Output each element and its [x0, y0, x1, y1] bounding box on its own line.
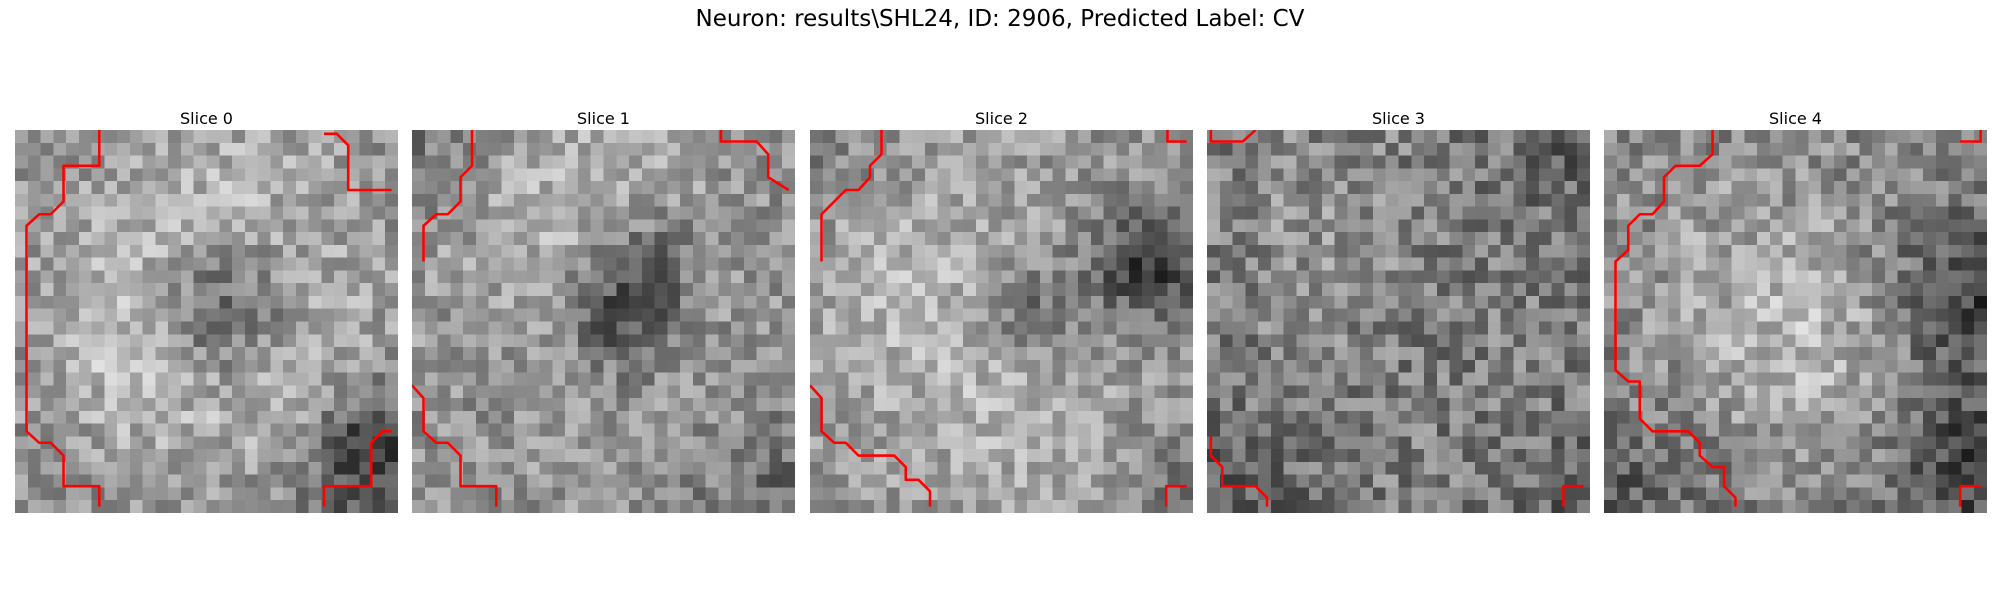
slice-panel-3: Slice 3: [1207, 108, 1590, 513]
slice-panel-4: Slice 4: [1604, 108, 1987, 513]
segmentation-contour: [1561, 484, 1584, 507]
segmentation-contour: [820, 130, 883, 262]
slice-image-2: [810, 130, 1193, 513]
segmentation-contour: [422, 130, 474, 262]
segmentation-contour: [810, 384, 932, 507]
slice-title: Slice 2: [975, 109, 1028, 128]
segmentation-contour: [323, 132, 392, 192]
slice-image-3: [1207, 130, 1590, 513]
segmentation-contour: [719, 130, 790, 192]
slice-panel-1: Slice 1: [412, 108, 795, 513]
slice-title: Slice 3: [1372, 109, 1425, 128]
slice-image-4: [1604, 130, 1987, 513]
segmentation-contour: [412, 384, 498, 507]
slice-panel-0: Slice 0: [15, 108, 398, 513]
figure-title: Neuron: results\SHL24, ID: 2906, Predict…: [695, 6, 1305, 32]
segmentation-contour: [1614, 130, 1737, 507]
slice-title: Slice 0: [180, 109, 233, 128]
segmentation-contour: [1164, 484, 1187, 507]
segmentation-contour: [1209, 436, 1269, 507]
segmentation-contour: [1209, 130, 1257, 143]
slice-panel-2: Slice 2: [810, 108, 1193, 513]
slice-image-0: [15, 130, 398, 513]
segmentation-contour: [25, 130, 101, 507]
segmentation-contour: [1166, 130, 1187, 143]
slice-title: Slice 4: [1769, 109, 1822, 128]
segmentation-contour: [1958, 484, 1981, 507]
segmentation-contour: [1960, 130, 1982, 143]
slice-image-1: [412, 130, 795, 513]
slice-title: Slice 1: [577, 109, 630, 128]
segmentation-contour: [322, 430, 392, 507]
